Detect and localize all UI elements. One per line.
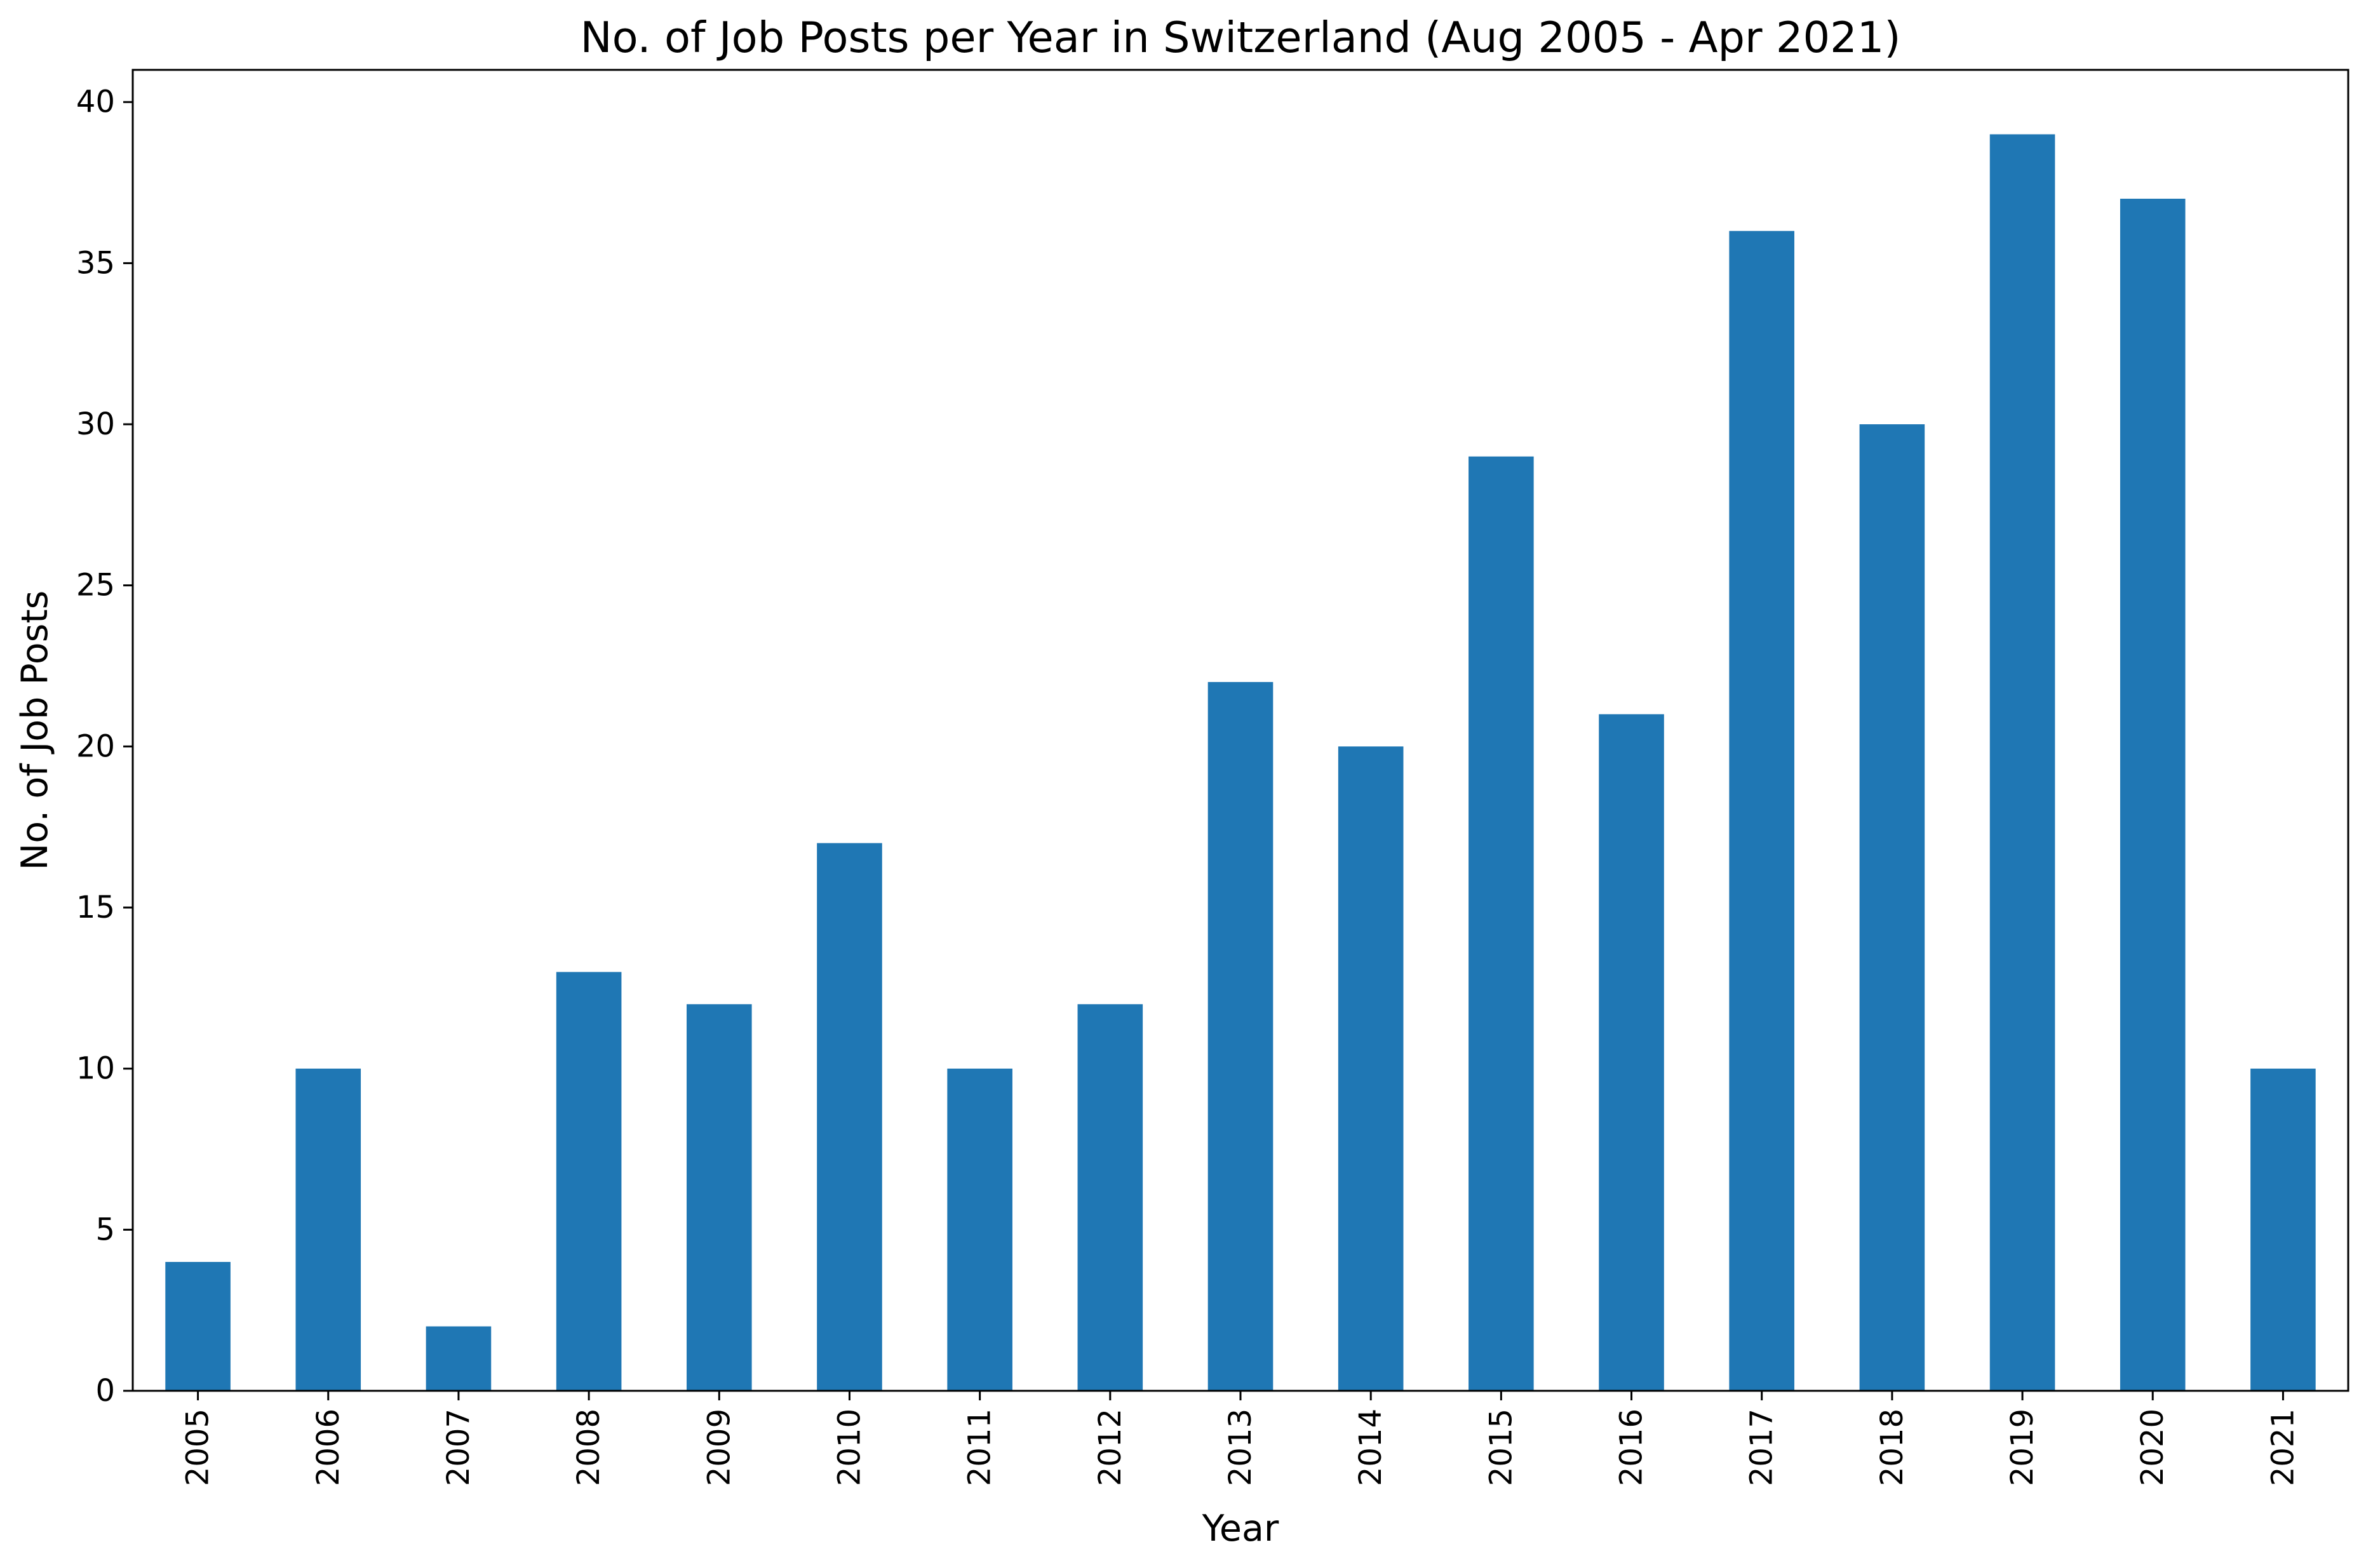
x-tick-label: 2009: [701, 1409, 737, 1486]
y-axis-title: No. of Job Posts: [14, 591, 56, 871]
x-tick-label: 2008: [571, 1409, 607, 1486]
bar-2018: [1859, 424, 1925, 1391]
x-tick-label: 2016: [1614, 1409, 1650, 1486]
y-tick-label: 15: [76, 890, 115, 925]
y-axis: 0 5 10 15 20 25 30 35 40: [76, 84, 133, 1409]
x-tick-label: 2021: [2265, 1409, 2301, 1486]
y-tick-label: 5: [95, 1212, 115, 1247]
bar-2015: [1469, 456, 1534, 1391]
bar-2008: [556, 972, 622, 1391]
y-tick-label: 35: [76, 245, 115, 281]
bar-2021: [2250, 1068, 2316, 1391]
plot-frame: [131, 69, 2349, 1392]
bar-2012: [1077, 1004, 1143, 1391]
x-tick-label: 2007: [441, 1409, 476, 1486]
y-tick-label: 30: [76, 406, 115, 442]
bar-2017: [1729, 231, 1794, 1391]
x-tick-label: 2005: [180, 1409, 216, 1486]
x-tick-label: 2014: [1353, 1409, 1388, 1486]
bar-2020: [2120, 198, 2186, 1391]
x-tick-label: 2011: [962, 1409, 998, 1486]
y-tick-label: 40: [76, 84, 115, 120]
bar-2009: [687, 1004, 752, 1391]
x-tick-label: 2013: [1223, 1409, 1258, 1486]
x-axis-title: Year: [1202, 1508, 1279, 1550]
x-tick-label: 2006: [311, 1409, 346, 1486]
x-tick-label: 2017: [1744, 1409, 1780, 1486]
x-tick-label: 2010: [831, 1409, 867, 1486]
x-tick-label: 2015: [1483, 1409, 1519, 1486]
x-tick-label: 2012: [1092, 1409, 1128, 1486]
y-tick-label: 20: [76, 728, 115, 764]
bar-2006: [295, 1068, 361, 1391]
y-tick-label: 10: [76, 1051, 115, 1087]
bar-2019: [1989, 134, 2055, 1391]
x-axis: 2005 2006 2007 2008 2009 2010 2011 2012 2013 2014…: [180, 1391, 2301, 1486]
y-tick-label: 0: [95, 1373, 115, 1409]
bar-2007: [426, 1326, 492, 1391]
y-tick-label: 25: [76, 568, 115, 603]
bar-2005: [165, 1262, 231, 1391]
bar-2010: [817, 843, 882, 1391]
x-tick-label: 2019: [2005, 1409, 2040, 1486]
bar-2011: [947, 1068, 1012, 1391]
bars-group: [165, 134, 2316, 1391]
x-tick-label: 2018: [1874, 1409, 1910, 1486]
bar-2014: [1338, 746, 1404, 1391]
x-tick-label: 2020: [2135, 1409, 2170, 1486]
bar-2016: [1599, 714, 1664, 1391]
bar-2013: [1207, 681, 1274, 1391]
chart-title: No. of Job Posts per Year in Switzerland…: [581, 13, 1901, 62]
